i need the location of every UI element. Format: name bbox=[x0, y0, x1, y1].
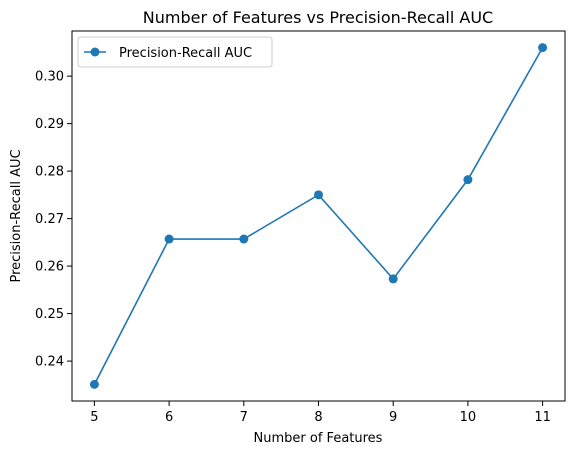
legend-marker bbox=[90, 47, 100, 57]
data-point bbox=[239, 234, 249, 244]
x-tick-label: 9 bbox=[389, 410, 397, 425]
y-axis-ticks: 0.24 0.25 0.26 0.27 0.28 0.29 0.30 bbox=[35, 70, 72, 370]
data-point bbox=[314, 190, 323, 200]
legend-label: Precision-Recall AUC bbox=[119, 46, 252, 61]
y-tick-label: 0.24 bbox=[35, 355, 64, 370]
y-tick-label: 0.27 bbox=[35, 212, 64, 227]
data-point bbox=[538, 43, 548, 53]
x-axis-label: Number of Features bbox=[254, 431, 383, 446]
data-point bbox=[388, 274, 398, 284]
y-tick-label: 0.25 bbox=[35, 307, 64, 322]
data-point bbox=[164, 234, 174, 244]
x-tick-label: 10 bbox=[460, 410, 477, 425]
data-point bbox=[463, 175, 473, 185]
x-axis-ticks: 5 6 7 8 9 10 11 bbox=[90, 401, 551, 425]
legend-box bbox=[77, 36, 273, 68]
y-tick-label: 0.30 bbox=[35, 70, 64, 85]
x-tick-label: 11 bbox=[534, 410, 551, 425]
y-tick-label: 0.26 bbox=[35, 260, 64, 275]
chart-title: Number of Features vs Precision-Recall A… bbox=[143, 8, 493, 27]
x-tick-label: 5 bbox=[90, 410, 98, 425]
y-tick-label: 0.28 bbox=[35, 165, 64, 180]
y-tick-label: 0.29 bbox=[35, 117, 64, 132]
data-point bbox=[89, 379, 99, 389]
x-tick-label: 8 bbox=[314, 410, 322, 425]
legend: Precision-Recall AUC bbox=[77, 36, 273, 68]
x-tick-label: 6 bbox=[165, 410, 173, 425]
x-tick-label: 7 bbox=[240, 410, 248, 425]
series-layer bbox=[89, 43, 548, 389]
y-axis-label: Precision-Recall AUC bbox=[9, 149, 24, 282]
